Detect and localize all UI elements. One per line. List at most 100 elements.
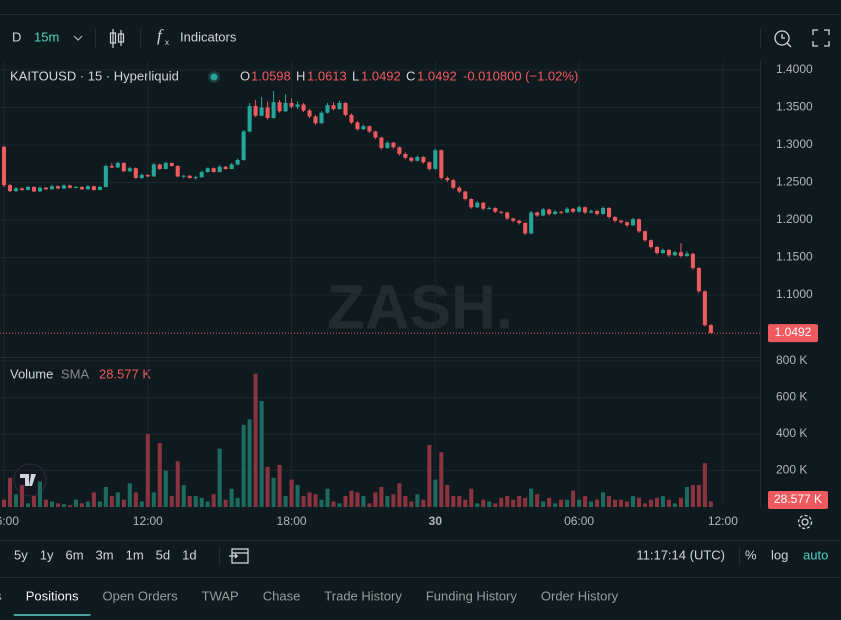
- volume-bar: [151, 492, 156, 507]
- candle-body: [636, 219, 642, 232]
- log-toggle[interactable]: log: [771, 547, 788, 562]
- range-button[interactable]: 5d: [156, 547, 170, 562]
- volume-bar: [421, 499, 426, 507]
- indicators-icon[interactable]: f: [157, 26, 164, 45]
- volume-bar: [678, 497, 683, 507]
- volume-bar: [565, 499, 570, 507]
- range-button[interactable]: 6m: [65, 547, 83, 562]
- candle-body: [205, 168, 210, 172]
- volume-bar: [265, 466, 270, 507]
- candle-body: [541, 209, 546, 216]
- candle-body: [313, 116, 318, 124]
- volume-bar: [595, 499, 600, 507]
- volume-bar: [523, 497, 528, 507]
- tab[interactable]: Funding History: [426, 588, 518, 603]
- interval-dropdown[interactable]: [73, 35, 83, 41]
- candle-body: [187, 175, 192, 178]
- indicators-button[interactable]: Indicators: [180, 29, 237, 44]
- volume-bar: [289, 479, 294, 507]
- volume-bar: [193, 496, 198, 507]
- range-button[interactable]: 1m: [126, 547, 144, 562]
- candle-body: [277, 102, 282, 112]
- range-button[interactable]: 1d: [182, 547, 196, 562]
- volume-bar: [469, 488, 474, 507]
- volume-bar: [654, 497, 660, 507]
- volume-bar: [235, 497, 240, 507]
- volume-bar: [169, 496, 174, 507]
- candle-body: [109, 165, 114, 168]
- candle-body: [397, 147, 402, 154]
- tab[interactable]: Chase: [263, 588, 301, 603]
- volume-bar: [403, 496, 408, 507]
- axis-settings-button[interactable]: [797, 514, 813, 530]
- range-button[interactable]: 5y: [14, 547, 28, 562]
- candle-body: [163, 162, 168, 169]
- volume-bar: [630, 496, 636, 507]
- tab[interactable]: TWAP: [202, 588, 239, 603]
- candle-body: [648, 240, 654, 247]
- tab[interactable]: Trade History: [324, 588, 402, 603]
- fullscreen-button[interactable]: [812, 29, 830, 47]
- volume-bar: [589, 501, 594, 507]
- indicators-icon-sub[interactable]: x: [165, 38, 169, 47]
- candle-body: [61, 185, 66, 189]
- candle-body: [355, 122, 360, 130]
- ohlc-value: 1.0598: [251, 68, 291, 83]
- candle-body: [607, 207, 612, 217]
- volume-bar: [541, 501, 546, 507]
- volume-bar: [175, 461, 180, 507]
- ohlc-value: 1.0492: [417, 68, 457, 83]
- volume-bar: [25, 503, 31, 507]
- tab[interactable]: Positions: [26, 588, 79, 603]
- candle-body: [133, 168, 138, 178]
- tab[interactable]: Open Orders: [102, 588, 178, 603]
- volume-bar: [247, 419, 252, 507]
- alert-button[interactable]: [774, 30, 792, 48]
- resolution-button[interactable]: D: [12, 29, 21, 44]
- volume-bar: [277, 465, 282, 507]
- tab[interactable]: Order History: [541, 588, 619, 603]
- range-button[interactable]: 1y: [40, 547, 54, 562]
- tab[interactable]: es: [0, 588, 2, 603]
- volume-bar: [487, 501, 492, 507]
- volume-bar: [463, 499, 468, 507]
- candle-body: [25, 186, 31, 190]
- candle-body: [49, 186, 54, 190]
- candle-body: [19, 188, 25, 190]
- sma-value: 28.577 K: [99, 366, 151, 381]
- date-range-button[interactable]: [229, 548, 249, 564]
- volume-bar: [31, 496, 37, 507]
- candle-body: [672, 252, 677, 256]
- candle-body: [565, 208, 570, 213]
- volume-bar: [253, 373, 258, 507]
- volume-bar: [331, 501, 336, 507]
- volume-bar: [325, 488, 330, 507]
- volume-bar: [642, 503, 648, 507]
- range-button[interactable]: 3m: [96, 547, 114, 562]
- candle-type-button[interactable]: [109, 29, 125, 48]
- candle-body: [337, 102, 342, 109]
- volume-bar: [559, 499, 564, 507]
- candle-body: [433, 150, 438, 169]
- candle-body: [421, 156, 426, 163]
- y-tick-label: 1.1000: [776, 287, 813, 301]
- volume-bar: [217, 448, 222, 507]
- candle-body: [642, 231, 648, 241]
- candle-body: [37, 187, 42, 192]
- volume-bar: [13, 494, 19, 507]
- volume-bar: [535, 494, 540, 507]
- interval-button[interactable]: 15m: [34, 29, 59, 44]
- volume-bar: [103, 486, 108, 507]
- candle-body: [13, 188, 19, 192]
- volume-bar: [517, 496, 522, 507]
- auto-toggle[interactable]: auto: [803, 547, 828, 562]
- volume-bar: [301, 496, 306, 507]
- candle-body: [409, 157, 414, 161]
- percent-toggle[interactable]: %: [745, 547, 757, 562]
- volume-bar: [337, 503, 342, 507]
- candle-body: [169, 162, 174, 166]
- volume-bar: [91, 492, 96, 507]
- volume-bar: [7, 477, 13, 507]
- volume-bar: [457, 496, 462, 507]
- sma-box: [768, 491, 828, 509]
